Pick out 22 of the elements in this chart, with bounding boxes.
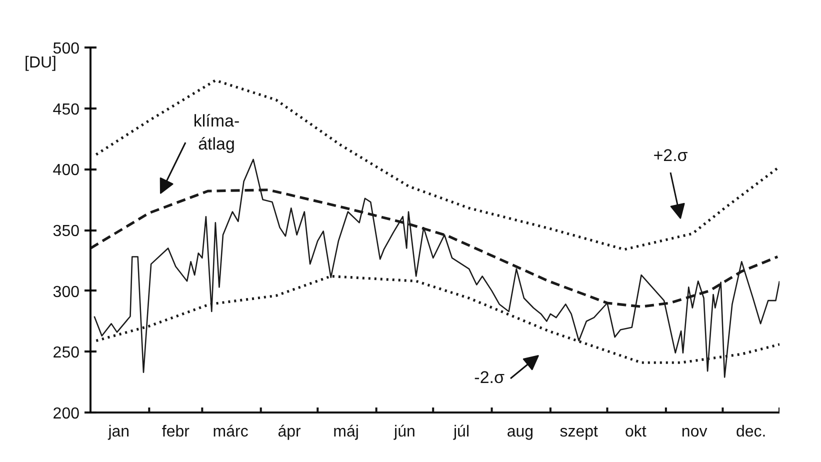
y-tick-label: 300	[52, 284, 80, 301]
x-tick-label: ápr	[278, 424, 302, 440]
x-tick-label: szept	[560, 424, 599, 440]
y-tick-label: 400	[52, 162, 80, 180]
x-tick-label: máj	[333, 424, 359, 440]
y-tick-label: 250	[52, 344, 80, 362]
x-tick-label: jún	[393, 424, 416, 440]
y-tick-label: 350	[52, 223, 80, 240]
y-axis-title: [DU]	[24, 54, 56, 72]
x-tick-label: jan	[107, 424, 130, 440]
x-tick-label: aug	[506, 424, 534, 440]
x-tick-label: márc	[212, 424, 248, 440]
x-tick-label: nov	[681, 424, 708, 440]
x-tick-label: dec.	[736, 424, 766, 440]
annotation: klíma- átlag	[193, 112, 240, 154]
annotation: -2.σ	[474, 368, 506, 387]
x-tick-label: febr	[162, 424, 190, 440]
annotation: +2.σ	[653, 146, 688, 165]
y-tick-label: 450	[52, 101, 80, 118]
x-tick-label: okt	[624, 424, 647, 440]
y-tick-label: 200	[52, 406, 80, 422]
x-tick-label: júl	[452, 424, 470, 440]
